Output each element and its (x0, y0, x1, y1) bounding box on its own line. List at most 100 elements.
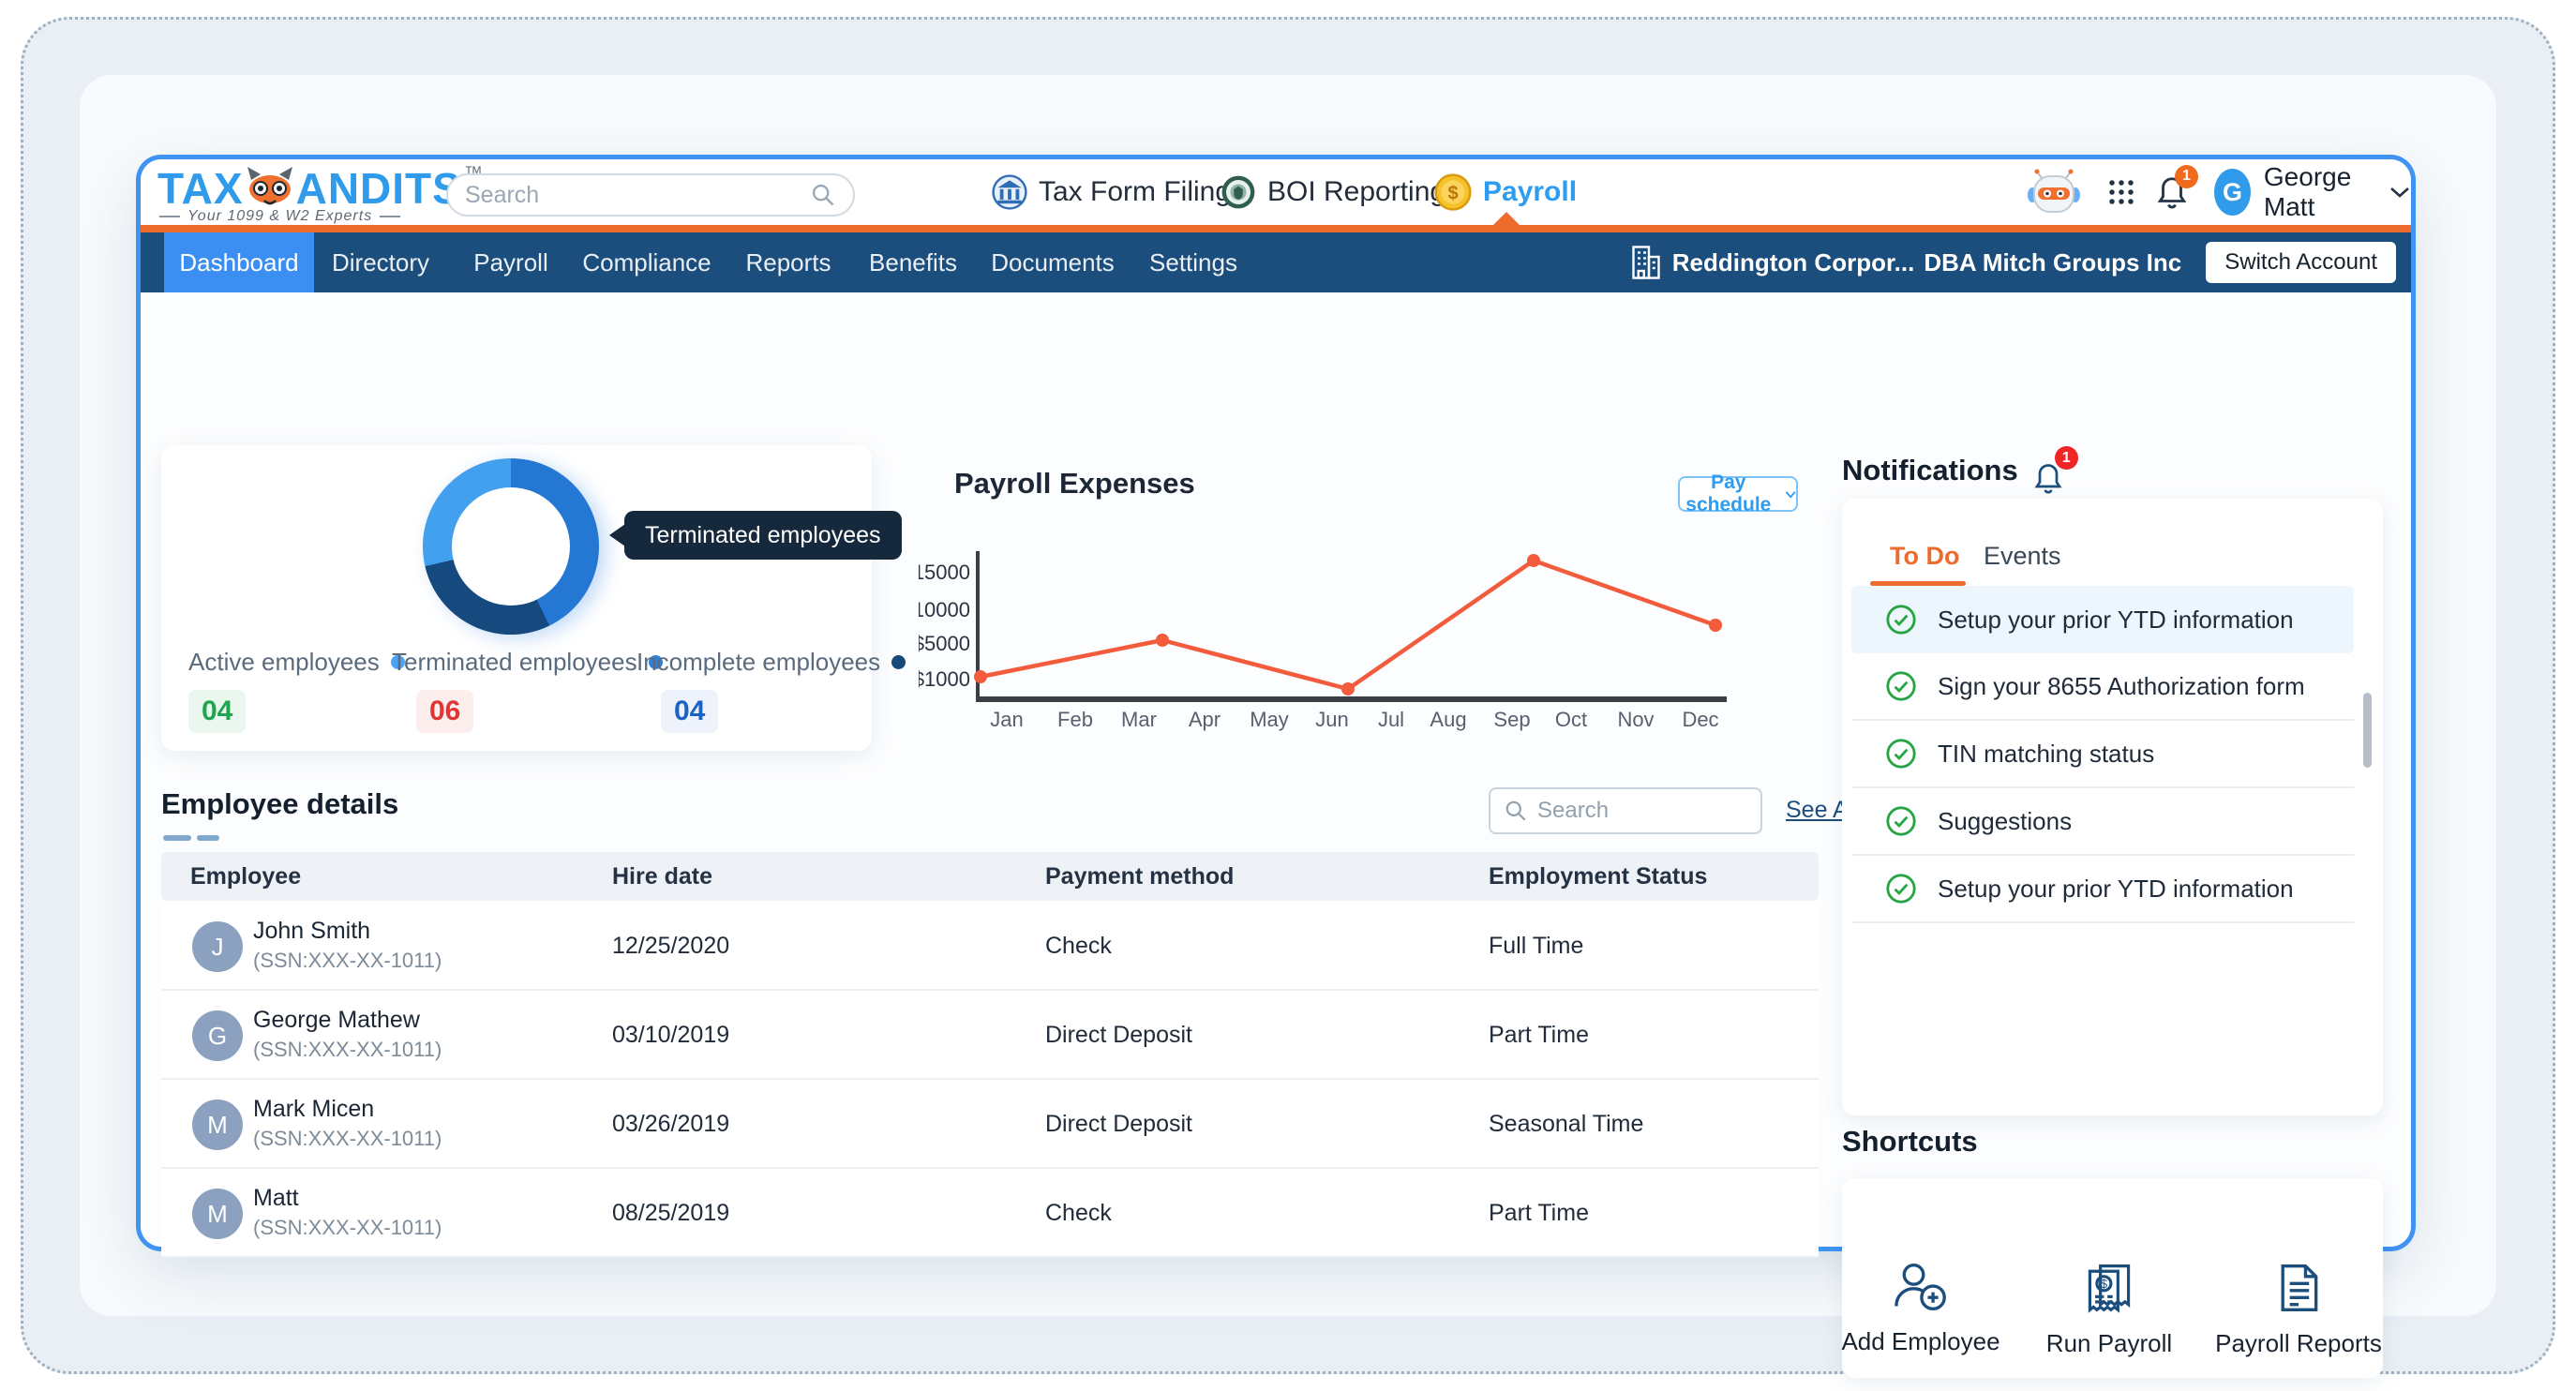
company-dba: DBA Mitch Groups Inc (1924, 247, 2182, 277)
header-divider (141, 225, 2411, 232)
check-circle-icon (1885, 738, 1917, 770)
payroll-expenses-chart[interactable]: $15000 $10000 $5000 $1000 Jan Feb Mar Ap… (902, 534, 1744, 740)
nav-item-directory[interactable]: Directory (331, 247, 430, 277)
payment-method: Check (1045, 933, 1112, 959)
table-row[interactable]: J John Smith (SSN:XXX-XX-1011) 12/25/202… (161, 902, 1819, 991)
nav-item-documents[interactable]: Documents (991, 247, 1115, 277)
svg-text:Aug: Aug (1430, 708, 1466, 731)
employee-avatar: M (192, 1189, 243, 1239)
notification-item[interactable]: Sign your 8655 Authorization form (1851, 653, 2354, 721)
nav-item-reports[interactable]: Reports (745, 247, 831, 277)
assistant-bot-button[interactable] (2025, 159, 2083, 225)
svg-text:Feb: Feb (1057, 708, 1093, 731)
employment-status: Part Time (1489, 1200, 1589, 1226)
employee-name: Mark Micen (253, 1096, 375, 1122)
brand-tagline: Your 1099 & W2 Experts (159, 208, 394, 225)
global-search[interactable] (446, 173, 855, 217)
irs-seal-icon (992, 174, 1027, 210)
employee-search[interactable] (1489, 787, 1828, 834)
product-label: Tax Form Filing (1039, 176, 1232, 207)
search-icon (1504, 799, 1528, 823)
notifications-scrollbar[interactable] (2363, 693, 2372, 768)
chevron-down-icon (2389, 185, 2411, 200)
col-employment-status: Employment Status (1489, 862, 1708, 890)
table-header-row: Employee Hire date Payment method Employ… (161, 852, 1819, 901)
tab-events[interactable]: Events (1984, 542, 2061, 570)
check-circle-icon (1885, 873, 1917, 905)
employee-ssn: (SSN:XXX-XX-1011) (253, 949, 442, 972)
notification-item[interactable]: TIN matching status (1851, 721, 2354, 788)
user-menu[interactable]: G George Matt (2214, 159, 2411, 225)
bell-badge: 1 (2175, 164, 2198, 188)
hire-date: 03/10/2019 (612, 1022, 730, 1048)
shortcuts-panel: Add Employee $ Run Payroll (1841, 1178, 2383, 1378)
employee-summary-donut-chart[interactable] (423, 458, 599, 635)
run-payroll-icon: $ (2079, 1261, 2139, 1315)
bandit-mask-icon (246, 167, 294, 212)
shortcut-run-payroll[interactable]: $ Run Payroll (2025, 1261, 2194, 1358)
global-search-input[interactable] (465, 181, 810, 209)
nav-item-settings[interactable]: Settings (1149, 247, 1237, 277)
employee-summary-card: Terminated employees Active employees 04… (161, 445, 906, 751)
payment-method: Direct Deposit (1045, 1022, 1192, 1048)
payment-method: Check (1045, 1200, 1112, 1226)
notifications-bell-button[interactable]: 1 (2154, 159, 2198, 225)
product-tab-boi-reporting[interactable]: BOI Reporting (1221, 159, 1445, 225)
terminated-count: 06 (416, 690, 474, 733)
employee-avatar: J (192, 921, 243, 972)
tab-todo[interactable]: To Do (1890, 542, 1960, 570)
nav-item-benefits[interactable]: Benefits (869, 247, 957, 277)
company-building-icon (1629, 244, 1663, 281)
notifications-panel: To Do Events Setup your prior YTD inform… (1842, 499, 2383, 1115)
pay-schedule-dropdown[interactable]: Pay schedule (1678, 471, 1798, 516)
title-accent-dashes (163, 829, 225, 845)
col-payment-method: Payment method (1045, 862, 1235, 890)
hire-date: 03/26/2019 (612, 1111, 730, 1137)
payment-method: Direct Deposit (1045, 1111, 1192, 1137)
legend-terminated-employees: Terminated employees 06 (392, 648, 663, 733)
nav-item-payroll[interactable]: Payroll (473, 247, 548, 277)
svg-text:$: $ (1447, 184, 1458, 204)
employment-status: Seasonal Time (1489, 1111, 1644, 1137)
notification-item[interactable]: Setup your prior YTD information (1851, 586, 2354, 653)
notification-item[interactable]: Suggestions (1851, 788, 2354, 856)
brand-logo[interactable]: TAX ANDITS ™ (157, 163, 483, 212)
check-circle-icon (1885, 604, 1917, 636)
employee-details-title: Employee details (161, 787, 399, 820)
product-tab-payroll[interactable]: $ Payroll (1434, 159, 1577, 225)
active-product-caret (1492, 212, 1520, 226)
product-label: Payroll (1483, 176, 1578, 207)
table-row[interactable]: M Mark Micen (SSN:XXX-XX-1011) 03/26/201… (161, 1080, 1819, 1169)
svg-text:Dec: Dec (1682, 708, 1718, 731)
nav-item-compliance[interactable]: Compliance (582, 247, 711, 277)
apps-grid-button[interactable] (2107, 159, 2135, 225)
shortcut-payroll-reports[interactable]: Payroll Reports (2214, 1261, 2383, 1358)
check-circle-icon (1885, 805, 1917, 837)
legend-incomplete-employees: Incomplete employees 04 (637, 648, 906, 733)
shortcuts-title: Shortcuts (1842, 1125, 1978, 1158)
col-hire-date: Hire date (612, 862, 712, 890)
top-header: TAX ANDITS ™ Your 1099 & W2 (141, 159, 2411, 226)
donut-tooltip: Terminated employees (609, 511, 902, 560)
svg-text:Mar: Mar (1121, 708, 1157, 731)
shortcut-add-employee[interactable]: Add Employee (1836, 1261, 2005, 1356)
hire-date: 12/25/2020 (612, 933, 730, 959)
notifications-badge: 1 (2054, 446, 2078, 470)
grid-icon (2107, 178, 2135, 206)
company-name[interactable]: Reddington Corpor... (1671, 247, 1915, 277)
table-row[interactable]: M Matt (SSN:XXX-XX-1011) 08/25/2019 Chec… (161, 1169, 1819, 1258)
nav-item-dashboard[interactable]: Dashboard (164, 232, 314, 292)
payroll-expenses-title: Payroll Expenses (954, 467, 1195, 500)
employment-status: Full Time (1489, 933, 1584, 959)
svg-text:Jul: Jul (1378, 708, 1404, 731)
table-row[interactable]: G George Mathew (SSN:XXX-XX-1011) 03/10/… (161, 991, 1819, 1080)
notification-item[interactable]: Setup your prior YTD information (1851, 856, 2354, 923)
product-tab-tax-form-filing[interactable]: Tax Form Filing (992, 159, 1231, 225)
legend-active-employees: Active employees 04 (188, 648, 405, 733)
employee-search-input[interactable] (1537, 798, 1828, 824)
switch-account-button[interactable]: Switch Account (2206, 242, 2396, 283)
svg-text:$5000: $5000 (919, 632, 970, 655)
user-avatar: G (2214, 169, 2251, 216)
svg-text:Nov: Nov (1617, 708, 1654, 731)
